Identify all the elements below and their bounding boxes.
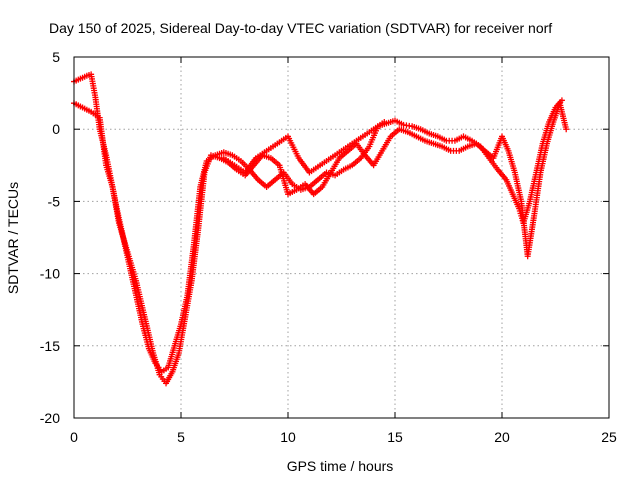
- data-point: [563, 126, 570, 133]
- x-tick-label: 10: [280, 429, 296, 445]
- data-point: [381, 118, 388, 125]
- y-tick-label: -10: [40, 266, 60, 282]
- x-tick-label: 0: [70, 429, 78, 445]
- y-axis-label: SDTVAR / TECUs: [5, 182, 21, 294]
- y-tick-label: -20: [40, 410, 60, 426]
- y-tick-label: -15: [40, 338, 60, 354]
- y-tick-label: -5: [48, 193, 61, 209]
- x-tick-label: 15: [387, 429, 403, 445]
- chart-title: Day 150 of 2025, Sidereal Day-to-day VTE…: [49, 20, 552, 36]
- y-tick-label: 5: [52, 49, 60, 65]
- x-tick-label: 5: [177, 429, 185, 445]
- x-axis-label: GPS time / hours: [287, 458, 394, 474]
- axis-ticks: 0 5 10 15 20 25 -20 -15 -10 -5 0 5: [40, 49, 617, 445]
- x-tick-label: 25: [601, 429, 617, 445]
- data-points: [71, 71, 570, 387]
- plot-frame: [73, 56, 610, 419]
- y-tick-label: 0: [52, 121, 60, 137]
- x-tick-label: 20: [494, 429, 510, 445]
